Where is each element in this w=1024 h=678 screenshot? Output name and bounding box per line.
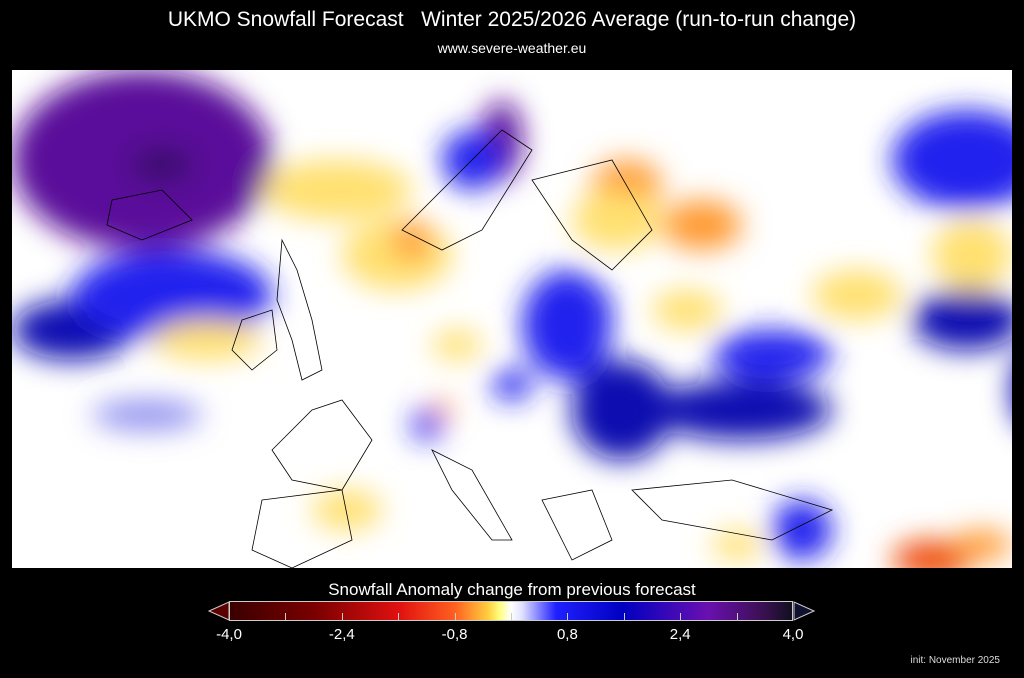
anomaly-region [72, 250, 272, 340]
colorbar-tick [567, 613, 569, 621]
anomaly-region [432, 330, 482, 360]
colorbar-tick [285, 613, 287, 621]
coastlines [106, 129, 834, 568]
colorbar-tick-label: -2,4 [328, 626, 355, 643]
coastline [531, 159, 653, 271]
anomaly-field [12, 70, 1012, 568]
map-title: UKMO Snowfall Forecast Winter 2025/2026 … [167, 8, 857, 31]
coastline [276, 238, 323, 381]
colorbar-tick [341, 613, 343, 621]
colorbar-tick-label: 2,4 [669, 626, 691, 643]
anomaly-region [652, 380, 832, 440]
coastline [431, 449, 513, 541]
anomaly-region [812, 270, 902, 320]
colorbar-max-arrow [793, 601, 815, 621]
colorbar-tick [511, 613, 512, 621]
anomaly-region [892, 110, 1012, 210]
colorbar-title: Snowfall Anomaly change from previous fo… [328, 580, 696, 599]
anomaly-region [912, 290, 1012, 350]
coastline [271, 399, 373, 491]
coastline [541, 489, 613, 561]
init-date: init: November 2025 [910, 655, 1001, 666]
anomaly-region [522, 270, 612, 380]
anomaly-region [662, 200, 742, 250]
anomaly-region [712, 330, 832, 380]
anomaly-region [152, 320, 262, 360]
coastline [631, 479, 834, 541]
colorbar-tick-label: -4,0 [216, 626, 242, 643]
colorbar-tick [680, 613, 682, 621]
anomaly-region [572, 290, 612, 320]
anomaly-region [572, 360, 672, 460]
anomaly-region [572, 190, 662, 250]
anomaly-region [712, 530, 762, 560]
anomaly-region [932, 220, 1012, 290]
coastline [106, 189, 193, 241]
colorbar-tick [736, 613, 738, 621]
colorbar-tick [398, 613, 400, 621]
anomaly-region [412, 410, 442, 440]
anomaly-region [132, 150, 192, 180]
anomaly-region [392, 220, 432, 260]
colorbar-tick-label: 0,8 [556, 626, 578, 643]
anomaly-region [952, 530, 1012, 560]
coastline [231, 309, 278, 371]
colorbar-tick [623, 613, 625, 621]
anomaly-region [652, 290, 722, 330]
snowfall-anomaly-map [12, 70, 1012, 568]
anomaly-region [92, 400, 202, 430]
colorbar-min-arrow [208, 601, 230, 621]
colorbar-tick-label: -0,8 [441, 626, 468, 643]
anomaly-region [892, 540, 972, 568]
coastline [251, 489, 353, 568]
anomaly-region [772, 500, 832, 560]
coastline [401, 129, 533, 251]
anomaly-region [492, 370, 532, 400]
colorbar-tick-label: 4,0 [782, 626, 804, 643]
colorbar-tick [454, 613, 456, 621]
anomaly-region [262, 160, 412, 220]
anomaly-region [312, 490, 382, 530]
map-subtitle: www.severe-weather.eu [437, 40, 587, 56]
